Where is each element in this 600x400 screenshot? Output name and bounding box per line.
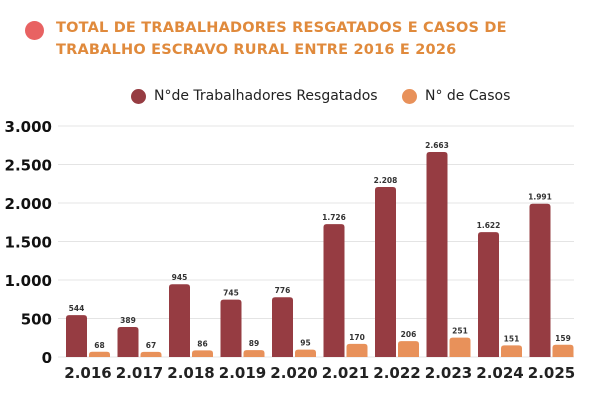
- x-tick-label: 2.020: [270, 364, 317, 382]
- x-tick-label: 2.019: [219, 364, 266, 382]
- data-label: 544: [69, 304, 85, 313]
- bar-resgatados: [426, 151, 448, 357]
- y-tick-label: 1.500: [5, 234, 52, 252]
- data-label: 95: [300, 339, 310, 348]
- bar-resgatados: [529, 203, 551, 357]
- legend-label-casos: N° de Casos: [425, 88, 511, 104]
- data-label: 2.663: [425, 141, 449, 150]
- bar-resgatados: [323, 224, 345, 357]
- bar-resgatados: [272, 297, 293, 357]
- y-tick-label: 2.500: [5, 157, 52, 175]
- data-label: 389: [120, 316, 136, 325]
- bar-resgatados: [375, 186, 396, 357]
- bar-resgatados: [220, 299, 242, 357]
- x-tick-label: 2.017: [116, 364, 163, 382]
- bar-resgatados: [478, 232, 499, 357]
- data-label: 170: [349, 333, 365, 342]
- bar-casos: [552, 344, 574, 357]
- bar-casos: [243, 350, 265, 357]
- legend-label-resgatados: N°de Trabalhadores Resgatados: [154, 88, 378, 104]
- data-label: 67: [146, 341, 156, 350]
- data-label: 945: [172, 273, 188, 282]
- data-label: 1.991: [528, 193, 552, 202]
- data-label: 745: [223, 289, 239, 298]
- y-tick-label: 1.000: [5, 272, 52, 290]
- bar-resgatados: [169, 284, 190, 357]
- bar-casos: [295, 349, 316, 357]
- legend-item-casos: N° de Casos: [402, 88, 510, 104]
- x-tick-label: 2.025: [528, 364, 575, 382]
- bar-casos: [140, 351, 162, 357]
- legend-swatch-resgatados: [131, 88, 146, 104]
- x-tick-label: 2.018: [167, 364, 214, 382]
- bar-casos: [398, 341, 419, 357]
- data-label: 86: [197, 339, 207, 348]
- data-label: 151: [504, 334, 520, 343]
- x-tick-label: 2.021: [322, 364, 369, 382]
- y-tick-label: 2.000: [5, 195, 52, 213]
- y-tick-label: 500: [21, 311, 52, 329]
- data-label: 251: [452, 327, 468, 336]
- chart-title: TOTAL DE TRABALHADORES RESGATADOS E CASO…: [56, 17, 507, 61]
- bar-casos: [449, 337, 471, 357]
- bar-casos: [89, 351, 110, 357]
- data-label: 2.208: [374, 176, 398, 185]
- chart-title-line-1: TOTAL DE TRABALHADORES RESGATADOS E CASO…: [56, 20, 507, 36]
- bar-casos: [346, 343, 368, 357]
- bar-resgatados: [66, 315, 87, 357]
- chart-title-line-2: TRABALHO ESCRAVO RURAL ENTRE 2016 E 2026: [56, 42, 457, 58]
- data-label: 776: [275, 286, 291, 295]
- data-label: 1.622: [477, 221, 501, 230]
- bar-casos: [501, 345, 522, 357]
- data-label: 89: [249, 339, 259, 348]
- bar-casos: [192, 350, 213, 357]
- bar-resgatados: [117, 327, 139, 357]
- y-tick-label: 3.000: [5, 118, 52, 136]
- legend-swatch-casos: [402, 88, 417, 104]
- data-label: 68: [94, 341, 104, 350]
- x-tick-label: 2.016: [64, 364, 111, 382]
- y-tick-label: 0: [42, 349, 52, 367]
- title-bullet-icon: [25, 21, 44, 40]
- x-tick-label: 2.024: [476, 364, 523, 382]
- x-tick-label: 2.022: [373, 364, 420, 382]
- data-label: 1.726: [322, 213, 346, 222]
- data-label: 206: [401, 330, 417, 339]
- data-label: 159: [555, 334, 571, 343]
- x-tick-label: 2.023: [425, 364, 472, 382]
- legend-item-resgatados: N°de Trabalhadores Resgatados: [131, 88, 378, 104]
